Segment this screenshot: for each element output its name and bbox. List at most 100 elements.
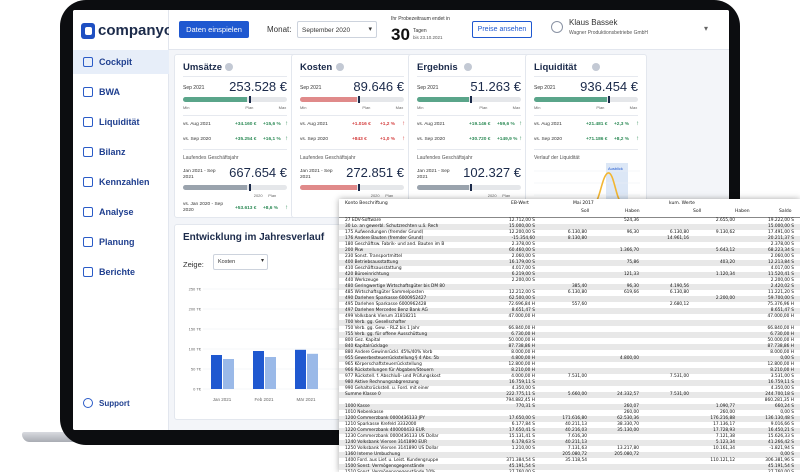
- amount-cell: 0,00 S: [780, 410, 794, 415]
- amount-cell: 4.017,00 S: [770, 266, 794, 271]
- amount-cell: 41.266,42 S: [768, 440, 794, 445]
- sheet-row: 755 Verb. gg. für offene Ausschüttung 6.7…: [339, 332, 800, 338]
- sidebar-item-bwa[interactable]: BWA: [73, 80, 169, 104]
- amount-cell: 6.177,84 S: [511, 422, 535, 427]
- accounting-sheet: Konto Beschriftung EB-Wert Mai 2017 Soll Hab…: [339, 199, 800, 472]
- account-label: 750 Verb. gg. Gew. - RLZ bis 1 Jahr: [345, 326, 420, 331]
- user-icon[interactable]: [551, 21, 563, 33]
- amount-cell: 9.016,66 S: [770, 422, 794, 427]
- plan-marker: [470, 96, 472, 103]
- info-icon[interactable]: [464, 63, 473, 71]
- amount-cell: 17.491,00 S: [768, 230, 794, 235]
- amount-cell: 403,20: [719, 260, 735, 265]
- amount-cell: 1.090,77: [715, 404, 735, 409]
- sidebar-item-kennzahlen[interactable]: Kennzahlen: [73, 170, 169, 194]
- amount-cell: 205.080,72: [562, 452, 587, 457]
- account-label: 1010 Nebenkasse: [345, 410, 384, 415]
- sheet-col-header: Saldo: [779, 209, 792, 214]
- ytd-progress-fill: [300, 185, 358, 190]
- comparison-row: vs. Aug 2021 +34.160 € +15,6 % ↑: [183, 121, 288, 130]
- scale-max: Max: [512, 105, 521, 110]
- amount-cell: 1.120,34: [715, 272, 735, 277]
- ytd-progress-fill: [183, 185, 248, 190]
- arrow-up-icon: ↑: [636, 136, 639, 142]
- ytd-progress-bar: [300, 185, 404, 190]
- view-prices-button[interactable]: Preise ansehen: [472, 21, 532, 38]
- account-label: 499 Volksbank Vierum 31818211: [345, 314, 417, 319]
- account-label: 965 Körperschaftsteuerrückstellung: [345, 362, 422, 367]
- sheet-col-header: Konto Beschriftung: [345, 201, 388, 206]
- sheet-row: 410 Geschäftsausstattung 4.017,00 S 4.017,…: [339, 266, 800, 272]
- user-name[interactable]: Klaus Bassek: [569, 18, 618, 27]
- scale-plan: Plan: [385, 193, 394, 198]
- amount-cell: 7.121,38: [715, 434, 735, 439]
- x-tick-label: Feb 2021: [254, 397, 274, 402]
- sidebar-item-label: Liquidität: [99, 117, 140, 127]
- sidebar-item-berichte[interactable]: Berichte: [73, 260, 169, 284]
- metric-select[interactable]: Kosten: [213, 254, 268, 270]
- bar[interactable]: [307, 353, 318, 389]
- amount-cell: 75.376,96 H: [767, 302, 794, 307]
- trial-date: bis 23.10.2021: [413, 35, 443, 40]
- sidebar-item-bilanz[interactable]: Bilanz: [73, 140, 169, 164]
- bar-scale: Min Plan Max: [183, 105, 287, 111]
- kpi-period: Sep 2021: [183, 85, 205, 91]
- account-label: 180 Geschäftsw. Fabrik- und and. Bauten …: [345, 242, 445, 247]
- brand-name: companyon: [98, 22, 183, 39]
- account-label: 497 Darlehen Mercedes Benz Bank AG: [345, 308, 428, 313]
- scale-plan: Plan: [502, 193, 511, 198]
- chevron-down-icon[interactable]: ▾: [704, 24, 709, 33]
- amount-cell: 8.000,00 H: [511, 350, 535, 355]
- amount-cell: 12.200,00 S: [509, 230, 535, 235]
- sidebar-item-analyse[interactable]: Analyse: [73, 200, 169, 224]
- amount-cell: 20.211,37 S: [768, 236, 794, 241]
- logo-icon: [81, 22, 95, 39]
- sidebar-item-liquidität[interactable]: Liquidität: [73, 110, 169, 134]
- amount-cell: 4.000,00 H: [511, 374, 535, 379]
- amount-cell: 12.212,00 S: [509, 290, 535, 295]
- amount-cell: 12.213,84 S: [768, 260, 794, 265]
- import-data-button[interactable]: Daten einspielen: [179, 21, 249, 38]
- account-label: 840 Kapitalrücklage: [345, 344, 388, 349]
- brand-logo[interactable]: companyon: [81, 22, 182, 39]
- bar[interactable]: [295, 349, 306, 389]
- sidebar-item-cockpit[interactable]: Cockpit: [73, 50, 169, 74]
- kpi-title: Ergebnis: [417, 62, 458, 73]
- bar[interactable]: [223, 359, 234, 389]
- bar-scale: Min Plan Max: [300, 105, 404, 111]
- amount-cell: 17.728,93: [713, 428, 735, 433]
- support-link[interactable]: Support: [83, 398, 130, 408]
- amount-cell: 4.190,56: [669, 284, 689, 289]
- sidebar-item-label: Bilanz: [99, 147, 126, 157]
- sheet-row: 499 Volksbank Vierum 31818211 47.000,00 H…: [339, 314, 800, 320]
- sheet-header: Konto Beschriftung EB-Wert Mai 2017 Soll Hab…: [339, 199, 800, 218]
- sidebar-item-planung[interactable]: Planung: [73, 230, 169, 254]
- month-select[interactable]: September 2020: [297, 21, 377, 38]
- ytd-value: 272.851 €: [346, 165, 404, 180]
- bar[interactable]: [253, 351, 264, 389]
- bar[interactable]: [211, 355, 222, 389]
- comparison-pct: +59,6 %: [497, 122, 515, 127]
- kpi-title: Umsätze: [183, 62, 223, 73]
- account-label: 980 Aktive Rechnungsabgrenzung: [345, 380, 419, 385]
- x-tick-label: Jan 2021: [213, 397, 232, 402]
- account-label: 880 Andere Gewinnrückl. 45%/40% Vorb: [345, 350, 433, 355]
- divider: [183, 149, 287, 150]
- y-tick-label: 150 T€: [189, 327, 202, 332]
- amount-cell: 12.800,00 H: [767, 362, 794, 367]
- comparison-row: vs. Aug 2021 +1.016 € +1,2 % ↑: [300, 121, 405, 130]
- sidebar-item-label: Analyse: [99, 207, 134, 217]
- account-label: 977 Rückstell. f. Abschluß- und Prüfungs…: [345, 374, 441, 379]
- amount-cell: 260,00: [719, 410, 735, 415]
- bar[interactable]: [265, 357, 276, 389]
- info-icon[interactable]: [592, 63, 600, 71]
- comparison-row: vs. Aug 2021 +21.481 € +2,3 % ↑: [534, 121, 639, 130]
- amount-cell: 16.759,11 S: [509, 380, 535, 385]
- comparison-label: vs. Sep 2020: [183, 137, 212, 142]
- info-icon[interactable]: [336, 63, 345, 71]
- sheet-row: 1400 Ford. aus Lief. u. Leist. Kundengru…: [339, 458, 800, 464]
- info-icon[interactable]: [224, 63, 233, 71]
- amount-cell: 13.217,80: [617, 446, 639, 451]
- scale-year: 2020: [487, 193, 497, 198]
- kpi-progress-bar: [417, 97, 521, 102]
